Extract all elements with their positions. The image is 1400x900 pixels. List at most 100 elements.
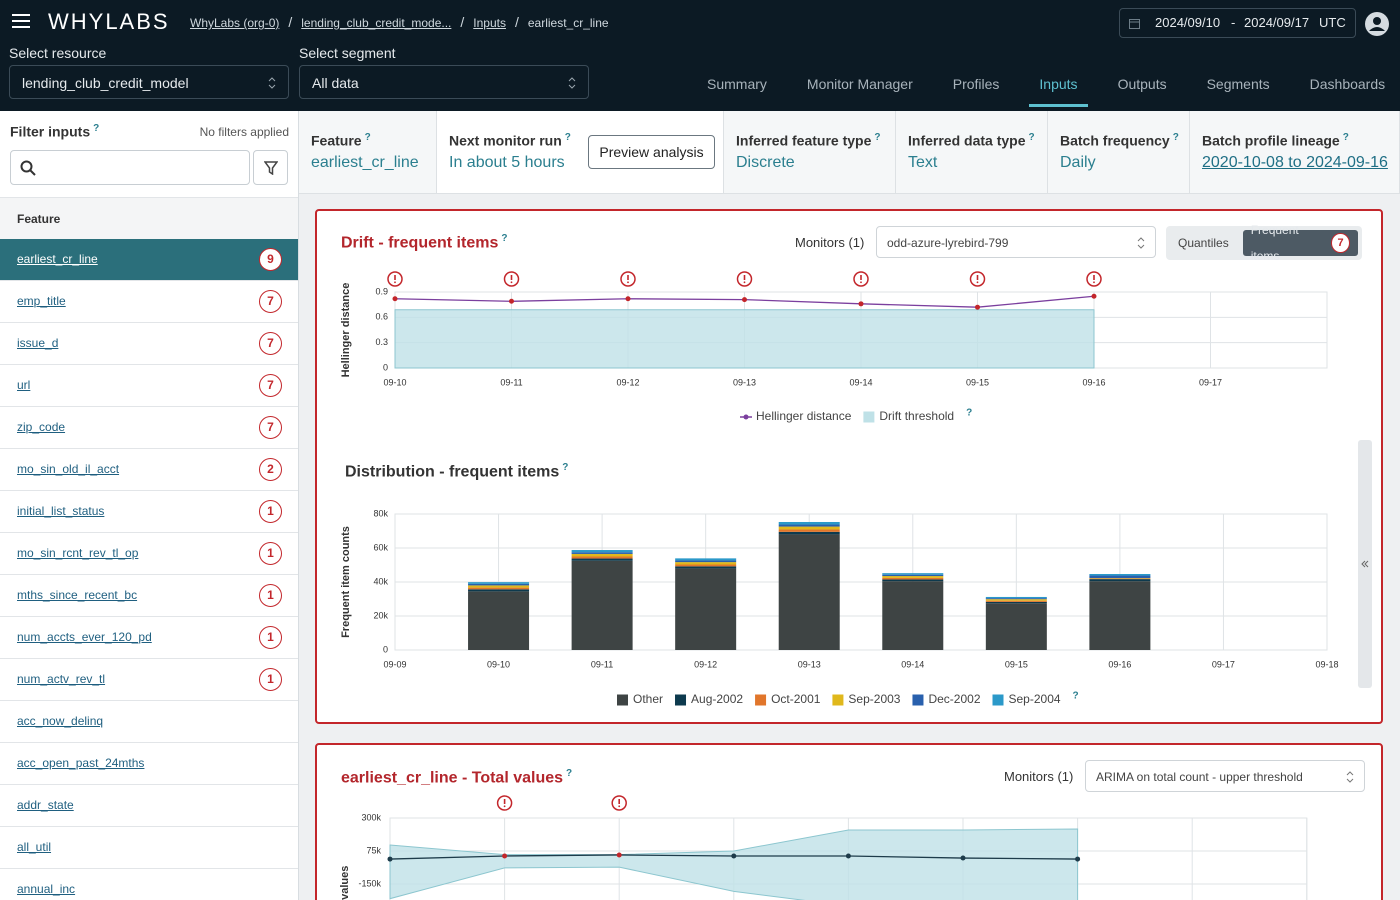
bar-segment (882, 579, 944, 582)
side-collapse[interactable] (1358, 440, 1372, 688)
feature-link[interactable]: earliest_cr_line (17, 252, 98, 266)
feature-link[interactable]: mths_since_recent_bc (17, 588, 138, 602)
tab[interactable]: Segments (1206, 76, 1270, 92)
menu-icon[interactable] (12, 13, 30, 29)
feature-link[interactable]: emp_title (17, 294, 66, 308)
toggle-button[interactable]: Frequent items 7 (1242, 223, 1358, 263)
y-tick-label: 60k (373, 542, 388, 552)
help-icon[interactable]: ? (501, 233, 508, 244)
x-tick-label: 09-15 (1005, 659, 1028, 669)
help-icon[interactable]: ? (564, 132, 571, 143)
anomaly-icon-dot (860, 281, 862, 284)
anomaly-icon[interactable] (387, 271, 403, 287)
breadcrumb[interactable]: Inputs (473, 16, 506, 30)
info-card: Inferred feature type? Discrete (724, 111, 896, 194)
feature-link[interactable]: mo_sin_old_il_acct (17, 462, 120, 476)
help-icon[interactable]: ? (93, 123, 100, 134)
feature-row[interactable]: num_actv_rev_tl 1 (0, 659, 298, 701)
monitor-value: ARIMA on total count - upper threshold (1096, 770, 1303, 784)
feature-row[interactable]: initial_list_status 1 (0, 491, 298, 533)
tab[interactable]: Profiles (952, 76, 1000, 92)
tab[interactable]: Inputs (1029, 66, 1088, 107)
card-label-text: Feature (311, 132, 362, 149)
help-icon[interactable]: ? (1172, 132, 1179, 143)
feature-row[interactable]: all_util (0, 827, 298, 869)
feature-link[interactable]: mo_sin_rcnt_rev_tl_op (17, 546, 139, 560)
feature-row[interactable]: mo_sin_rcnt_rev_tl_op 1 (0, 533, 298, 575)
date-range-picker[interactable]: 2024/09/10 - 2024/09/17 UTC (1119, 8, 1356, 38)
anomaly-icon[interactable] (620, 271, 636, 287)
anomaly-icon[interactable] (496, 795, 513, 811)
feature-link[interactable]: addr_state (17, 798, 74, 812)
help-icon[interactable]: ? (562, 462, 569, 473)
search-input[interactable] (10, 150, 250, 185)
panel-title: Drift - frequent items? (341, 233, 507, 252)
resource-select[interactable]: lending_club_credit_model (9, 65, 289, 99)
bar-segment (1089, 575, 1151, 579)
legend-label: Aug-2002 (691, 692, 743, 706)
help-icon[interactable]: ? (364, 132, 371, 143)
segment-select[interactable]: All data (299, 65, 589, 99)
anomaly-badge: 1 (259, 542, 282, 565)
feature-row[interactable]: annual_inc (0, 869, 298, 900)
feature-link[interactable]: url (17, 378, 31, 392)
bar-segment (778, 534, 840, 650)
help-icon[interactable]: ? (1073, 691, 1079, 702)
feature-row[interactable]: emp_title 7 (0, 281, 298, 323)
help-icon[interactable]: ? (1342, 132, 1349, 143)
feature-row[interactable]: mths_since_recent_bc 1 (0, 575, 298, 617)
tab[interactable]: Summary (707, 76, 767, 92)
feature-row[interactable]: issue_d 7 (0, 323, 298, 365)
filter-button[interactable] (253, 150, 288, 185)
tab[interactable]: Outputs (1117, 76, 1167, 92)
feature-row[interactable]: earliest_cr_line 9 (0, 239, 298, 281)
feature-link[interactable]: num_actv_rev_tl (17, 672, 106, 686)
monitor-select[interactable]: ARIMA on total count - upper threshold (1085, 760, 1365, 792)
help-icon[interactable]: ? (966, 408, 972, 419)
feature-link[interactable]: num_accts_ever_120_pd (17, 630, 152, 644)
feature-row[interactable]: num_accts_ever_120_pd 1 (0, 617, 298, 659)
feature-link[interactable]: acc_open_past_24mths (17, 756, 145, 770)
feature-link[interactable]: zip_code (17, 420, 66, 434)
feature-link[interactable]: initial_list_status (17, 504, 105, 518)
bar-segment (468, 582, 530, 584)
feature-row[interactable]: url 7 (0, 365, 298, 407)
feature-list: earliest_cr_line 9 emp_title 7 issue_d 7 url 7 z… (0, 239, 298, 900)
y-tick-label: 0.3 (375, 337, 388, 347)
help-icon[interactable]: ? (566, 768, 573, 779)
help-icon[interactable]: ? (1028, 132, 1035, 143)
feature-row[interactable]: acc_open_past_24mths (0, 743, 298, 785)
feature-row[interactable]: addr_state (0, 785, 298, 827)
card-value[interactable]: 2020-10-08 to 2024-09-16 (1202, 154, 1388, 171)
tab[interactable]: Dashboards (1309, 76, 1386, 92)
feature-link[interactable]: annual_inc (17, 882, 76, 896)
feature-link[interactable]: all_util (17, 840, 52, 854)
anomaly-icon[interactable] (736, 271, 753, 287)
bar-segment (1089, 574, 1151, 576)
feature-link[interactable]: issue_d (17, 336, 59, 350)
series-point (509, 298, 514, 304)
y-tick-label: 20k (373, 610, 388, 620)
toggle-button[interactable]: Quantiles (1170, 230, 1237, 256)
column-header: Feature (0, 197, 298, 240)
monitor-select[interactable]: odd-azure-lyrebird-799 (876, 226, 1156, 258)
anomaly-icon[interactable] (1086, 271, 1102, 287)
feature-link[interactable]: acc_now_delinq (17, 714, 104, 728)
preview-button[interactable]: Preview analysis (588, 135, 715, 169)
info-cards: Feature? earliest_cr_line Next monitor run… (299, 111, 1400, 194)
feature-row[interactable]: mo_sin_old_il_acct 2 (0, 449, 298, 491)
bar-segment (1089, 578, 1151, 579)
tab[interactable]: Monitor Manager (806, 76, 913, 92)
anomaly-icon[interactable] (503, 271, 520, 287)
breadcrumb-current: earliest_cr_line (527, 16, 609, 30)
avatar[interactable] (1365, 12, 1389, 36)
feature-row[interactable]: acc_now_delinq (0, 701, 298, 743)
breadcrumb[interactable]: WhyLabs (org-0) (190, 16, 280, 30)
anomaly-icon[interactable] (853, 271, 869, 287)
anomaly-icon[interactable] (611, 795, 627, 811)
info-card: Inferred data type? Text (896, 111, 1048, 194)
help-icon[interactable]: ? (874, 132, 881, 143)
anomaly-icon[interactable] (969, 271, 986, 287)
breadcrumb[interactable]: lending_club_credit_mode... (301, 16, 452, 30)
feature-row[interactable]: zip_code 7 (0, 407, 298, 449)
